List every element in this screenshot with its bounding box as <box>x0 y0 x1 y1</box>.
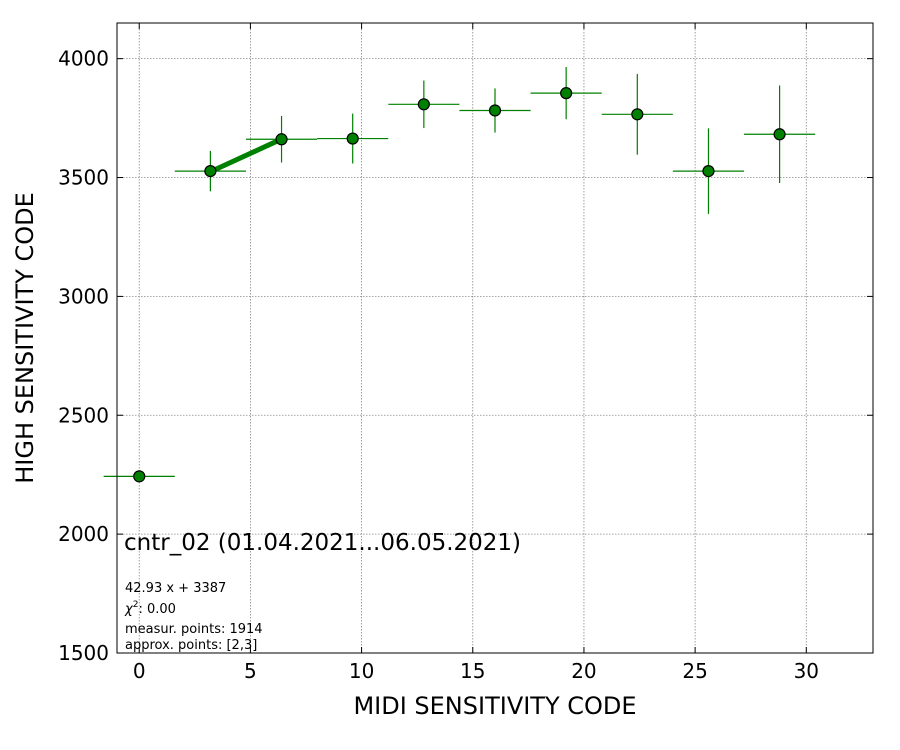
data-point <box>560 87 573 100</box>
data-point <box>417 98 430 111</box>
chi2-superscript: 2 <box>133 600 139 610</box>
data-point <box>346 132 359 145</box>
y-tick-label: 2000 <box>58 522 109 546</box>
annotation-chi2: χ2: 0.00 <box>124 600 176 617</box>
annotation-measur-points: measur. points: 1914 <box>125 622 263 637</box>
annotation-block: cntr_02 (01.04.2021...06.05.2021) 42.93 … <box>124 530 521 653</box>
data-points <box>133 87 786 483</box>
fit-line-group <box>209 136 283 175</box>
y-tick-label: 1500 <box>58 641 109 665</box>
x-tick-label: 20 <box>571 659 596 683</box>
data-point <box>275 133 288 146</box>
x-tick-label: 5 <box>244 659 257 683</box>
data-point <box>133 470 146 483</box>
data-point <box>773 128 786 141</box>
grid <box>117 23 873 654</box>
x-tick-label: 15 <box>460 659 485 683</box>
x-tick-label: 0 <box>133 659 146 683</box>
annotation-equation: 42.93 x + 3387 <box>125 581 226 596</box>
chi2-symbol: χ <box>124 602 134 617</box>
y-tick-label: 4000 <box>58 47 109 71</box>
data-point <box>488 104 502 117</box>
y-tick-label: 2500 <box>58 403 109 427</box>
data-point <box>631 108 644 121</box>
y-axis-label: HIGH SENSITIVITY CODE <box>11 192 39 484</box>
plot-frame <box>116 22 874 654</box>
data-point <box>204 165 217 178</box>
data-point <box>702 165 715 178</box>
annotation-title: cntr_02 (01.04.2021...06.05.2021) <box>124 530 521 556</box>
chi2-value: : 0.00 <box>138 602 175 617</box>
fit-line <box>209 136 283 175</box>
y-tick-label: 3000 <box>58 284 109 308</box>
ticks: 0 5 10 15 20 25 30 1500 2000 2500 3000 3500 4000 <box>58 23 873 683</box>
x-tick-label: 25 <box>682 659 707 683</box>
x-tick-label: 10 <box>349 659 374 683</box>
x-tick-label: 30 <box>794 659 819 683</box>
x-axis-label: MIDI SENSITIVITY CODE <box>353 692 636 720</box>
annotation-approx-points: approx. points: [2,3] <box>125 638 257 653</box>
y-tick-label: 3500 <box>58 166 109 190</box>
